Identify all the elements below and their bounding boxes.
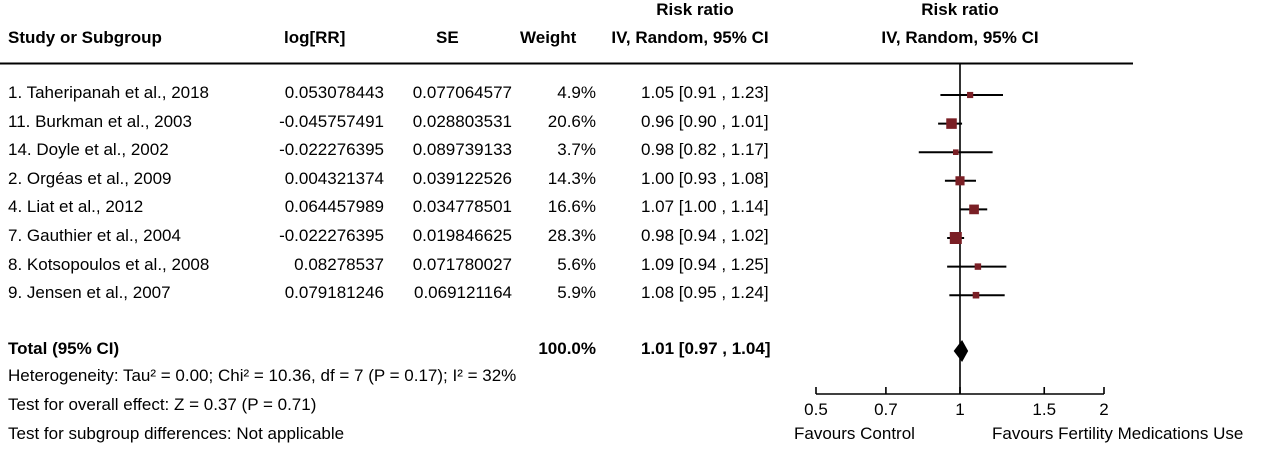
total-label: Total (95% CI)	[8, 339, 120, 358]
study-point-estimate	[969, 204, 979, 215]
study-weight: 16.6%	[547, 197, 596, 217]
study-ci: 1.07 [1.00 , 1.14]	[641, 197, 769, 217]
study-se: 0.028803531	[412, 111, 512, 131]
study-ci: 0.96 [0.90 , 1.01]	[641, 111, 769, 131]
study-logrr: -0.022276395	[279, 140, 384, 160]
header-logrr: log[RR]	[284, 28, 346, 47]
study-se: 0.089739133	[412, 140, 512, 160]
header-study: Study or Subgroup	[8, 28, 162, 47]
tick-label: 1.5	[1032, 400, 1057, 419]
header-rr-top: Risk ratio	[656, 0, 734, 19]
study-name: 14. Doyle et al., 2002	[8, 140, 169, 160]
study-logrr: 0.079181246	[284, 283, 384, 303]
study-point-estimate	[952, 149, 959, 156]
study-ci: 0.98 [0.94 , 1.02]	[641, 226, 769, 245]
study-weight: 3.7%	[557, 140, 596, 160]
study-ci: 0.98 [0.82 , 1.17]	[641, 140, 769, 160]
study-name: 4. Liat et al., 2012	[8, 197, 144, 217]
study-ci: 1.00 [0.93 , 1.08]	[641, 168, 769, 188]
study-se: 0.077064577	[412, 83, 512, 102]
header-se: SE	[436, 28, 459, 47]
header-plot-bottom: IV, Random, 95% CI	[881, 28, 1039, 47]
favours-left-label: Favours Control	[794, 424, 915, 443]
tick-label: 2	[1099, 400, 1109, 419]
study-name: 7. Gauthier et al., 2004	[8, 226, 181, 245]
study-ci: 1.05 [0.91 , 1.23]	[641, 83, 769, 102]
study-se: 0.019846625	[412, 226, 512, 245]
study-weight: 14.3%	[547, 168, 596, 188]
overall-effect-text: Test for overall effect: Z = 0.37 (P = 0…	[8, 395, 317, 414]
total-diamond	[953, 340, 969, 362]
study-weight: 4.9%	[557, 83, 596, 102]
total-ci: 1.01 [0.97 , 1.04]	[641, 339, 771, 358]
header-weight: Weight	[520, 28, 577, 47]
study-logrr: 0.064457989	[284, 197, 384, 217]
study-name: 2. Orgéas et al., 2009	[8, 168, 172, 188]
study-logrr: -0.022276395	[279, 226, 384, 245]
study-weight: 20.6%	[547, 111, 596, 131]
study-ci: 1.08 [0.95 , 1.24]	[641, 283, 769, 303]
study-point-estimate	[949, 232, 962, 244]
study-point-estimate	[972, 291, 980, 299]
study-logrr: 0.08278537	[294, 254, 384, 274]
study-se: 0.034778501	[412, 197, 512, 217]
study-ci: 1.09 [0.94 , 1.25]	[641, 254, 769, 274]
study-weight: 5.6%	[557, 254, 596, 274]
tick-label: 1	[955, 400, 965, 419]
study-point-estimate	[946, 118, 957, 129]
study-weight: 28.3%	[547, 226, 596, 245]
study-weight: 5.9%	[557, 283, 596, 303]
study-se: 0.069121164	[413, 283, 512, 303]
study-logrr: 0.053078443	[284, 83, 384, 102]
study-point-estimate	[955, 176, 965, 186]
study-name: 9. Jensen et al., 2007	[8, 283, 171, 303]
study-se: 0.039122526	[412, 168, 512, 188]
study-point-estimate	[967, 91, 974, 99]
study-name: 1. Taheripanah et al., 2018	[8, 83, 210, 102]
favours-right-label: Favours Fertility Medications Use	[992, 424, 1244, 443]
header-rr-bottom: IV, Random, 95% CI	[611, 28, 769, 47]
header-plot-top: Risk ratio	[921, 0, 999, 19]
study-logrr: 0.004321374	[284, 168, 384, 188]
study-name: 11. Burkman et al., 2003	[8, 111, 192, 131]
heterogeneity-text: Heterogeneity: Tau² = 0.00; Chi² = 10.36…	[8, 366, 517, 385]
tick-label: 0.7	[874, 400, 898, 419]
study-name: 8. Kotsopoulos et al., 2008	[8, 254, 210, 274]
study-point-estimate	[974, 263, 982, 270]
study-logrr: -0.045757491	[279, 111, 384, 131]
subgroup-text: Test for subgroup differences: Not appli…	[8, 424, 345, 443]
total-weight: 100.0%	[538, 339, 596, 358]
study-se: 0.071780027	[412, 254, 512, 274]
tick-label: 0.5	[804, 400, 828, 419]
